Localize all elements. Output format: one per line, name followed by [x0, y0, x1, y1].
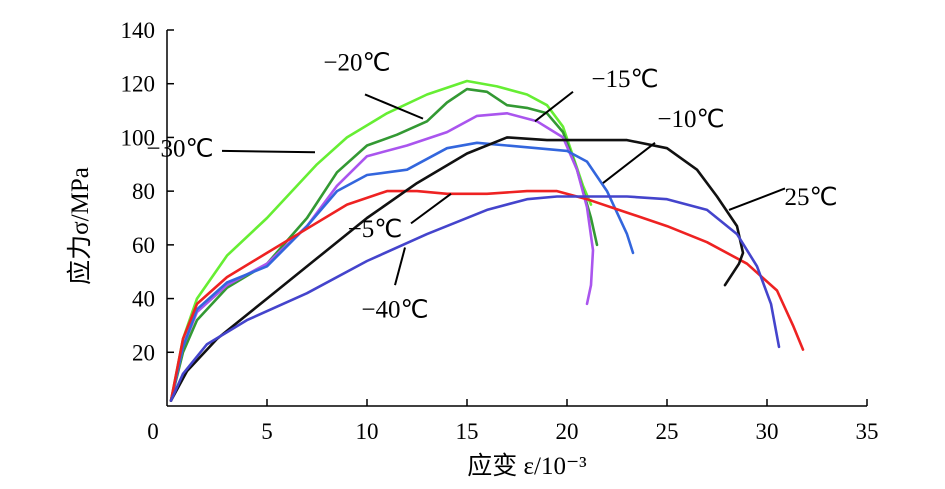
x-tick-label: 25 [656, 419, 679, 444]
x-ticks: 0 5 10 15 20 25 30 35 [147, 399, 879, 444]
y-tick-label: 20 [132, 340, 155, 365]
annotation-label-minus5c: −5℃ [348, 216, 403, 243]
series-line-minus40c [169, 195, 781, 402]
annotation-leader-minus5c [410, 193, 452, 225]
annotation-label-minus20c: −20℃ [323, 50, 390, 77]
series-line-minus5c [169, 189, 805, 402]
x-tick-label: 10 [356, 419, 379, 444]
y-tick-label: 100 [121, 125, 156, 150]
annotation-leader-25c [728, 187, 786, 211]
series-line-25c [169, 136, 745, 402]
y-axis-title: 应力σ/MPa [66, 167, 94, 285]
annotation-leader-minus30c [221, 149, 316, 154]
x-tick-label: 35 [856, 419, 879, 444]
annotation-leader-minus20c [364, 93, 424, 120]
annotation-leader-minus15c [534, 90, 574, 123]
annotation-leader-minus40c [394, 247, 406, 286]
series-line-minus10c [169, 141, 635, 402]
y-tick-label: 40 [132, 287, 155, 312]
annotation-label-minus40c: −40℃ [361, 297, 428, 324]
x-tick-label: 0 [147, 419, 159, 444]
annotation-label-minus15c: −15℃ [591, 66, 658, 93]
annotation-label-minus30c: −30℃ [146, 136, 213, 163]
annotation-layer: −30℃ −20℃ −15℃ −10℃ −5℃ 25℃ −40℃ [146, 50, 837, 324]
y-tick-label: 140 [121, 18, 156, 43]
series-layer [169, 79, 805, 402]
annotation-leader-minus10c [602, 142, 656, 184]
x-tick-label: 5 [261, 419, 273, 444]
annotation-label-minus10c: −10℃ [657, 106, 724, 133]
series-line-minus30c [169, 79, 593, 402]
y-ticks: 20 40 60 80 100 120 140 [121, 18, 174, 365]
x-axis-title: 应变 ε/10⁻³ [467, 452, 587, 480]
x-tick-label: 20 [556, 419, 579, 444]
series-line-minus20c [169, 87, 599, 402]
y-tick-label: 60 [132, 233, 155, 258]
axes [166, 30, 867, 407]
series-line-minus15c [169, 112, 595, 402]
annotation-label-25c: 25℃ [784, 184, 837, 211]
y-tick-label: 120 [121, 72, 156, 97]
x-tick-label: 15 [456, 419, 479, 444]
x-tick-label: 30 [756, 419, 779, 444]
y-tick-label: 80 [132, 179, 155, 204]
